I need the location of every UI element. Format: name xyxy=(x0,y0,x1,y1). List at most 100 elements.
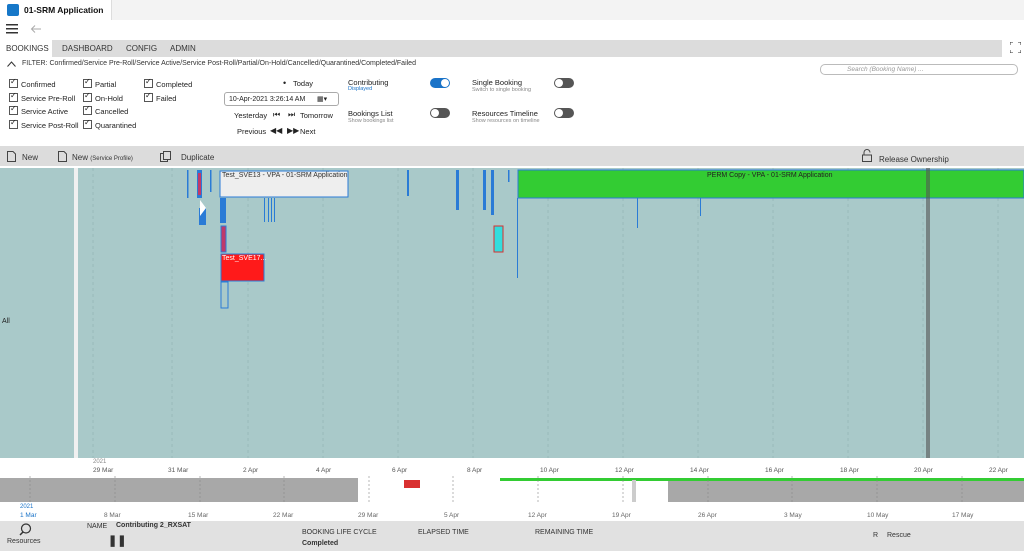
search-input[interactable]: Search (Booking Name) ... xyxy=(820,64,1018,75)
overview-tick: 22 Mar xyxy=(273,512,294,519)
axis-tick: 12 Apr xyxy=(615,467,634,474)
yesterday-button[interactable]: Yesterday xyxy=(234,111,268,120)
rewind-icon[interactable]: ◀◀ xyxy=(270,126,283,135)
single-booking-sub: Switch to single booking xyxy=(472,87,532,93)
axis-tick: 31 Mar xyxy=(168,467,189,474)
r-label: R xyxy=(873,532,879,539)
partial-label: Partial xyxy=(95,80,117,89)
failed-label: Failed xyxy=(156,94,177,103)
toolbar-row xyxy=(0,20,1024,40)
overview-tick: 26 Apr xyxy=(698,512,717,519)
failed-checkbox[interactable] xyxy=(144,91,153,102)
booking-bar-sve17[interactable] xyxy=(220,253,265,282)
app-tab[interactable]: 01-SRM Application xyxy=(0,0,112,20)
post-roll-checkbox[interactable] xyxy=(9,118,18,129)
overview-year: 2021 xyxy=(20,504,34,510)
booking-timeline[interactable]: All Test_SVE13 - VPA - 01-SRM Applicatio… xyxy=(0,168,1024,458)
tab-bookings[interactable]: BOOKINGS xyxy=(0,40,52,57)
resources-search-icon[interactable] xyxy=(19,523,33,536)
today-button[interactable]: Today xyxy=(293,79,314,88)
cancelled-checkbox[interactable] xyxy=(83,104,92,115)
new-profile-button[interactable]: New (Service Profile) xyxy=(72,153,133,162)
axis-year: 2021 xyxy=(93,459,107,465)
axis-tick: 14 Apr xyxy=(690,467,709,474)
action-bar: New New (Service Profile) Duplicate Rele… xyxy=(0,146,1024,166)
cancelled-label: Cancelled xyxy=(95,107,129,116)
active-label: Service Active xyxy=(21,107,69,116)
previous-button[interactable]: Previous xyxy=(237,127,267,136)
active-checkbox[interactable] xyxy=(9,104,18,115)
duplicate-button[interactable]: Duplicate xyxy=(181,153,215,162)
release-lock-icon xyxy=(862,149,872,162)
tab-admin[interactable]: ADMIN xyxy=(170,44,196,53)
single-booking-label: Single Booking xyxy=(472,78,523,87)
partial-checkbox[interactable] xyxy=(83,77,92,88)
calendar-dropdown-icon[interactable]: ▦▾ xyxy=(317,96,328,103)
skip-forward-icon[interactable]: ⏭ xyxy=(288,110,296,119)
app-icon xyxy=(7,4,19,16)
new-button[interactable]: New xyxy=(22,153,39,162)
resources-timeline-label: Resources Timeline xyxy=(472,109,538,118)
bookings-list-sub: Show bookings list xyxy=(348,118,394,124)
contributing-label: Contributing xyxy=(348,78,389,87)
pre-roll-label: Service Pre-Roll xyxy=(21,94,76,103)
hamburger-menu-icon[interactable] xyxy=(6,24,18,34)
title-bar: 01-SRM Application xyxy=(0,0,1024,20)
next-button[interactable]: Next xyxy=(300,127,316,136)
tab-config[interactable]: CONFIG xyxy=(126,44,158,53)
lifecycle-value: Completed xyxy=(302,540,339,547)
contributing-toggle[interactable] xyxy=(430,78,450,88)
confirmed-label: Confirmed xyxy=(21,80,56,89)
bookings-list-toggle[interactable] xyxy=(430,108,450,118)
overview-canvas xyxy=(0,476,1024,504)
booking-bar-sve13[interactable] xyxy=(219,170,349,198)
new-profile-sub: (Service Profile) xyxy=(90,156,133,162)
overview-axis: 2021 1 Mar 8 Mar 15 Mar 22 Mar 29 Mar 5 … xyxy=(0,504,1024,521)
tomorrow-button[interactable]: Tomorrow xyxy=(300,111,333,120)
date-picker[interactable]: 10-Apr-2021 3:26:14 AM ▦▾ xyxy=(224,92,339,106)
nav-tabs: BOOKINGS DASHBOARD CONFIG ADMIN xyxy=(0,40,1002,57)
fast-forward-icon[interactable]: ▶▶ xyxy=(287,126,300,135)
booking-label-sve13: Test_SVE13 - VPA - 01-SRM Application xyxy=(222,172,348,179)
bookings-list-label: Bookings List xyxy=(348,109,393,118)
completed-checkbox[interactable] xyxy=(144,77,153,88)
resources-timeline-toggle[interactable] xyxy=(554,108,574,118)
name-label: NAME xyxy=(87,523,108,530)
pause-icon[interactable]: ❚❚ xyxy=(108,535,127,547)
overview-strip[interactable] xyxy=(0,476,1024,504)
axis-tick: 18 Apr xyxy=(840,467,859,474)
overview-tick: 17 May xyxy=(952,512,974,519)
now-marker xyxy=(926,168,930,458)
new-profile-label: New xyxy=(72,153,89,162)
app-title: 01-SRM Application xyxy=(24,5,104,15)
rescue-button[interactable]: Rescue xyxy=(887,532,911,539)
quarantined-checkbox[interactable] xyxy=(83,118,92,129)
release-ownership-button[interactable]: Release Ownership xyxy=(879,155,949,164)
post-roll-label: Service Post-Roll xyxy=(21,121,79,130)
pre-roll-checkbox[interactable] xyxy=(9,91,18,102)
overview-tick: 12 Apr xyxy=(528,512,547,519)
date-value: 10-Apr-2021 3:26:14 AM xyxy=(229,96,306,103)
name-value: Contributing 2_RXSAT xyxy=(116,522,191,529)
confirmed-checkbox[interactable] xyxy=(9,77,18,88)
single-booking-toggle[interactable] xyxy=(554,78,574,88)
lifecycle-label: BOOKING LIFE CYCLE xyxy=(302,529,377,536)
row-label-all: All xyxy=(2,318,10,325)
resources-button[interactable]: Resources xyxy=(7,538,41,545)
duplicate-icon xyxy=(160,151,171,162)
elapsed-label: ELAPSED TIME xyxy=(418,529,469,536)
booking-bar-perm[interactable] xyxy=(517,169,1024,199)
chevron-up-icon[interactable] xyxy=(7,61,16,67)
timeline-start-marker xyxy=(74,168,78,458)
new-profile-document-icon xyxy=(58,151,67,162)
back-arrow-icon[interactable] xyxy=(30,24,42,34)
fullscreen-icon[interactable] xyxy=(1010,42,1021,53)
status-bar: Resources NAME Contributing 2_RXSAT ❚❚ B… xyxy=(0,521,1024,551)
on-hold-checkbox[interactable] xyxy=(83,91,92,102)
completed-label: Completed xyxy=(156,80,193,89)
tab-dashboard[interactable]: DASHBOARD xyxy=(62,44,113,53)
overview-tick: 1 Mar xyxy=(20,512,37,519)
skip-back-icon[interactable]: ⏮ xyxy=(273,110,281,119)
axis-tick: 8 Apr xyxy=(467,467,483,474)
remaining-label: REMAINING TIME xyxy=(535,529,594,536)
